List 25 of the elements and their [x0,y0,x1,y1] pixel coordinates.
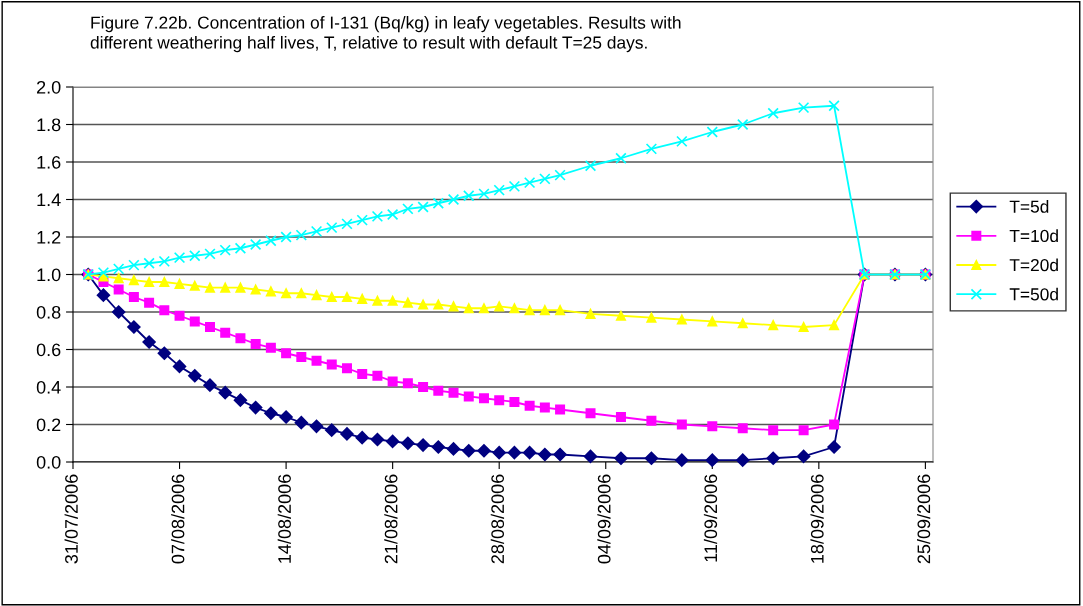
y-tick-label: 0.2 [36,418,61,432]
chart-title: Figure 7.22b. Concentration of I-131 (Bq/kg) in leafy vegetables. Results with different weathering half lives, T, relative to result with default T=25 days. [90,16,681,53]
y-tick-label: 0.8 [36,305,61,319]
x-tick-label: 04/09/2006 [597,474,611,564]
legend-label: T=20d [1009,258,1058,272]
y-tick-label: 1.6 [37,155,61,169]
x-tick-label: 28/08/2006 [490,474,505,564]
y-tick-label: 1.8 [37,118,61,132]
x-tick-label: 21/08/2006 [384,474,398,564]
y-tick-label: 0.0 [36,455,61,469]
x-tick-label: 18/09/2006 [810,474,824,563]
y-tick-label: 0.6 [36,343,61,357]
x-tick-label: 11/09/2006 [703,474,718,562]
y-tick-label: 2.0 [37,80,61,94]
y-tick-label: 1.0 [37,268,61,282]
x-tick-label: 31/07/2006 [64,474,78,564]
legend-label: T=5d [1009,200,1049,213]
x-tick-label: 25/09/2006 [916,474,931,564]
x-tick-label: 14/08/2006 [277,474,291,563]
y-tick-label: 1.4 [37,193,61,207]
y-tick-label: 1.2 [37,230,61,244]
legend-label: T=50d [1009,287,1058,301]
y-tick-label: 0.4 [36,380,61,394]
x-tick-label: 07/08/2006 [171,474,185,564]
legend-label: T=10d [1009,229,1058,243]
